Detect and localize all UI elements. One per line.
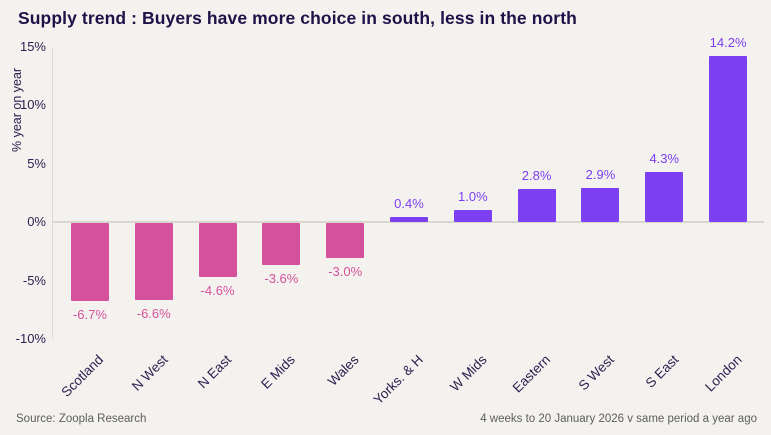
bar-value-label: 0.4% <box>394 196 424 212</box>
period-text: 4 weeks to 20 January 2026 v same period… <box>480 413 757 425</box>
bar <box>326 223 365 259</box>
source-text: Source: Zoopla Research <box>16 413 147 425</box>
bar <box>453 210 492 222</box>
zero-baseline <box>52 221 764 223</box>
bar <box>134 223 173 301</box>
bar-value-label: -3.6% <box>264 271 299 287</box>
bar <box>581 188 620 222</box>
bar <box>645 171 684 222</box>
x-axis-label: S West <box>575 352 618 394</box>
bar-value-label: 4.3% <box>649 150 680 166</box>
y-tick-label: 5% <box>27 155 46 171</box>
x-axis-label: E Mids <box>258 352 298 392</box>
bar <box>709 55 748 222</box>
bar-value-label: 1.0% <box>457 189 488 205</box>
bar-value-label: -6.7% <box>72 307 107 323</box>
y-tick-label: 10% <box>19 97 46 112</box>
bar <box>517 189 556 222</box>
y-axis-line <box>52 46 53 339</box>
bar-value-label: 14.2% <box>709 34 747 50</box>
y-tick-label: -10% <box>15 331 46 346</box>
bar-value-label: -4.6% <box>200 282 235 298</box>
x-axis-label: N West <box>128 352 171 394</box>
y-tick-label: 15% <box>19 38 46 54</box>
x-axis-label: W Mids <box>447 352 490 395</box>
y-tick-label: 0% <box>27 214 46 229</box>
x-axis-label: Wales <box>325 352 362 389</box>
x-axis-label: Yorks. & H <box>370 352 426 408</box>
bar-value-label: 2.9% <box>585 167 616 183</box>
bar <box>262 223 301 266</box>
bar <box>390 217 428 222</box>
chart-title: Supply trend : Buyers have more choice i… <box>18 8 577 28</box>
bar <box>70 223 109 302</box>
x-axis-label: Eastern <box>509 352 554 396</box>
x-axis-label: Scotland <box>58 352 107 400</box>
bar-value-label: -6.6% <box>136 306 171 322</box>
x-axis-label: London <box>702 352 745 395</box>
x-axis-label: N East <box>194 352 235 392</box>
bar-value-label: 2.8% <box>521 168 552 184</box>
y-tick-label: -5% <box>22 272 46 288</box>
bar <box>198 223 237 277</box>
bar-value-label: -3.0% <box>328 264 363 280</box>
x-axis-label: S East <box>642 352 681 391</box>
